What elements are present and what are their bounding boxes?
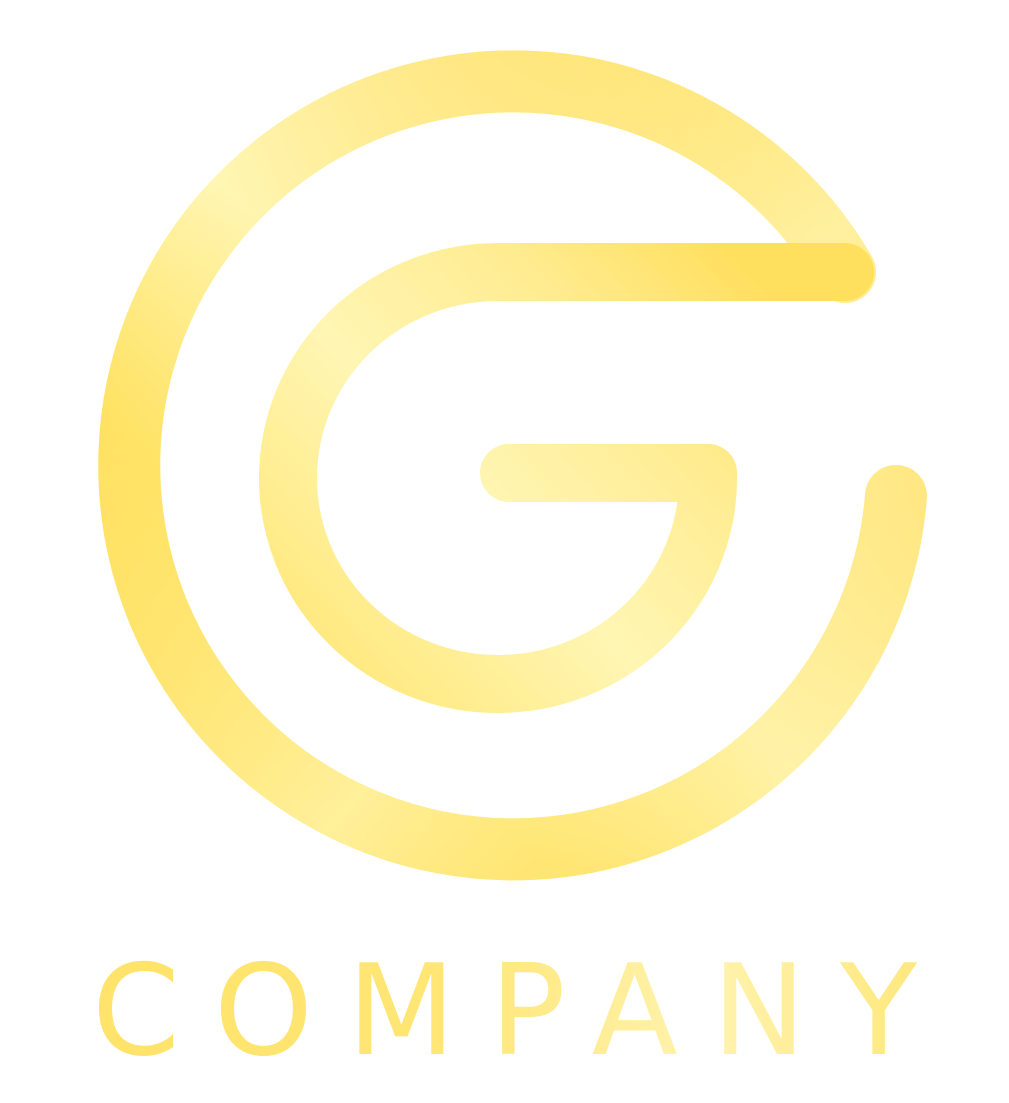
outer-arc-highlight — [98, 50, 927, 881]
inner-loop — [259, 243, 737, 713]
company-wordmark: COMPANY — [0, 948, 1009, 1074]
